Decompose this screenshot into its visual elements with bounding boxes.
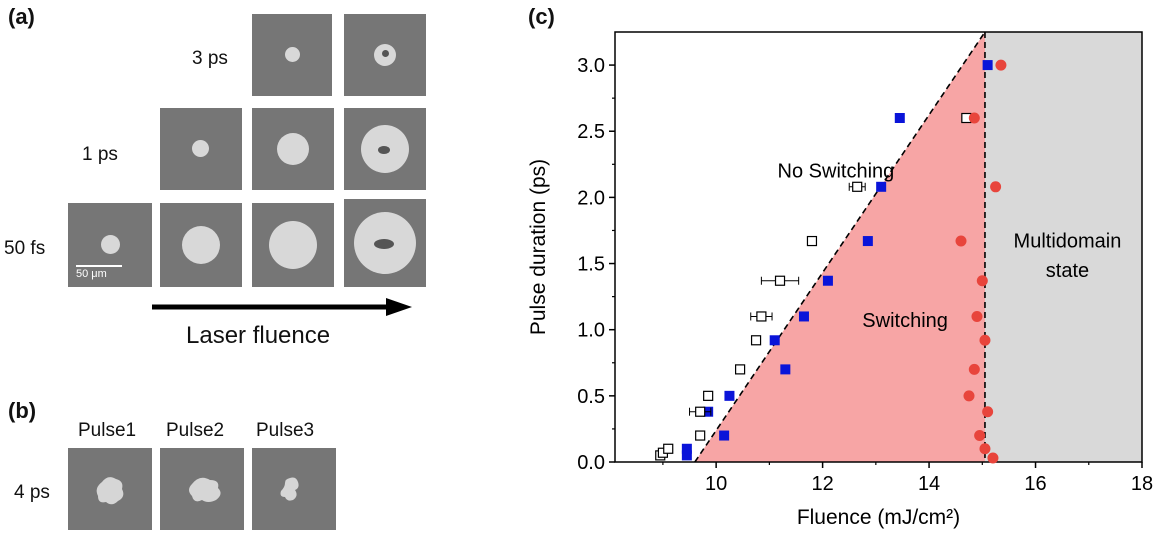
switched-domain xyxy=(182,226,220,264)
y-tick-label: 2.0 xyxy=(577,187,605,209)
blue-square-point xyxy=(719,430,730,441)
row-label-1ps: 1 ps xyxy=(82,144,118,165)
pulse1-label: Pulse1 xyxy=(78,420,137,441)
open-square-point xyxy=(852,181,863,192)
image-3ps-2 xyxy=(344,14,426,96)
open-square-point xyxy=(756,311,767,322)
x-tick-label: 12 xyxy=(811,473,833,495)
multidomain-core xyxy=(382,50,389,57)
panel-c-label: (c) xyxy=(528,4,555,29)
red-circle-point xyxy=(995,59,1007,71)
y-tick-label: 3.0 xyxy=(577,55,605,77)
x-tick-label: 14 xyxy=(918,473,940,495)
image-pulse3 xyxy=(252,448,336,530)
image-pulse1 xyxy=(68,448,152,530)
x-tick-label: 10 xyxy=(705,473,727,495)
switched-domain xyxy=(285,47,300,62)
image-1ps-1 xyxy=(160,108,242,190)
y-tick-label: 2.5 xyxy=(577,121,605,143)
arrow-label: Laser fluence xyxy=(186,322,331,349)
y-axis-label: Pulse duration (ps) xyxy=(527,159,550,335)
pulse3-label: Pulse3 xyxy=(256,420,315,441)
red-circle-point xyxy=(976,275,988,287)
switched-domain xyxy=(269,221,317,269)
red-circle-point xyxy=(955,235,967,247)
red-circle-point xyxy=(968,112,980,124)
open-square-point xyxy=(750,335,762,346)
switching-label: Switching xyxy=(862,310,948,332)
domain-blob xyxy=(189,477,221,502)
blue-square-point xyxy=(681,443,692,454)
blue-square-point xyxy=(822,275,833,286)
open-square-point xyxy=(734,364,746,375)
multidomain-core xyxy=(374,239,394,249)
red-circle-point xyxy=(990,181,1002,193)
switching-boundary-line xyxy=(694,31,986,463)
blue-square-point xyxy=(862,236,873,247)
blue-square-point xyxy=(982,60,993,71)
pulse2-label: Pulse2 xyxy=(166,420,225,441)
row-label-4ps: 4 ps xyxy=(14,482,50,503)
plot-frame xyxy=(614,31,1143,463)
multidomain-label: Multidomain xyxy=(1014,231,1122,253)
fluence-duration-chart: 10 12 14 16 18 0.0 0.5 1.0 1.5 2.0 2.5 3.0 Fluence … xyxy=(527,31,1153,529)
y-tick-label: 0.5 xyxy=(577,386,605,408)
no-switching-label: No Switching xyxy=(778,161,895,183)
panel-b-label: (b) xyxy=(8,398,37,423)
blue-square-point xyxy=(894,113,905,123)
row-label-3ps: 3 ps xyxy=(192,48,228,69)
image-1ps-3 xyxy=(344,108,426,190)
image-50fs-3 xyxy=(252,203,334,287)
blue-square-point xyxy=(798,311,809,322)
red-circle-point xyxy=(971,310,983,322)
blue-square-point xyxy=(724,390,735,401)
switched-domain xyxy=(101,235,120,254)
blue-square-point xyxy=(876,181,887,192)
x-axis-label: Fluence (mJ/cm²) xyxy=(797,506,960,529)
x-tick-label: 16 xyxy=(1024,473,1046,495)
red-circle-point xyxy=(963,390,975,402)
blue-square-point xyxy=(681,450,692,461)
open-square-point xyxy=(695,430,706,441)
red-circle-point xyxy=(974,430,986,442)
row-label-50fs: 50 fs xyxy=(4,238,46,259)
y-tick-label: 1.5 xyxy=(577,254,605,276)
open-square-point xyxy=(703,390,714,401)
open-square-point xyxy=(774,275,786,286)
open-square-point xyxy=(663,443,674,454)
blue-square-point xyxy=(769,335,780,346)
scale-bar-label: 50 μm xyxy=(76,268,107,280)
image-50fs-1: 50 μm xyxy=(68,203,152,287)
state-label: state xyxy=(1046,260,1089,282)
open-square-point xyxy=(695,406,706,417)
blue-square-point xyxy=(780,364,791,375)
red-circle-point xyxy=(982,406,994,418)
red-circle-point xyxy=(987,452,999,464)
y-tick-label: 0.0 xyxy=(577,452,605,474)
open-square-point xyxy=(806,235,818,247)
switched-domain xyxy=(192,140,209,157)
image-1ps-2 xyxy=(252,108,334,190)
switching-region xyxy=(694,32,985,462)
image-3ps-1 xyxy=(252,14,332,96)
panel-a-label: (a) xyxy=(8,4,35,29)
multidomain-region xyxy=(984,32,1142,462)
fluence-arrow xyxy=(152,298,412,316)
domain-blob xyxy=(96,477,124,505)
y-tick-label: 1.0 xyxy=(577,320,605,342)
red-circle-point xyxy=(968,363,980,375)
red-circle-point xyxy=(979,334,991,346)
red-circle-point xyxy=(979,443,991,455)
image-50fs-2 xyxy=(160,203,242,287)
image-pulse2 xyxy=(160,448,244,530)
switched-domain xyxy=(277,133,309,165)
x-tick-label: 18 xyxy=(1131,473,1153,495)
multidomain-core xyxy=(378,146,390,154)
domain-blob xyxy=(280,477,299,501)
image-50fs-4 xyxy=(344,199,426,287)
scale-bar xyxy=(76,265,122,267)
